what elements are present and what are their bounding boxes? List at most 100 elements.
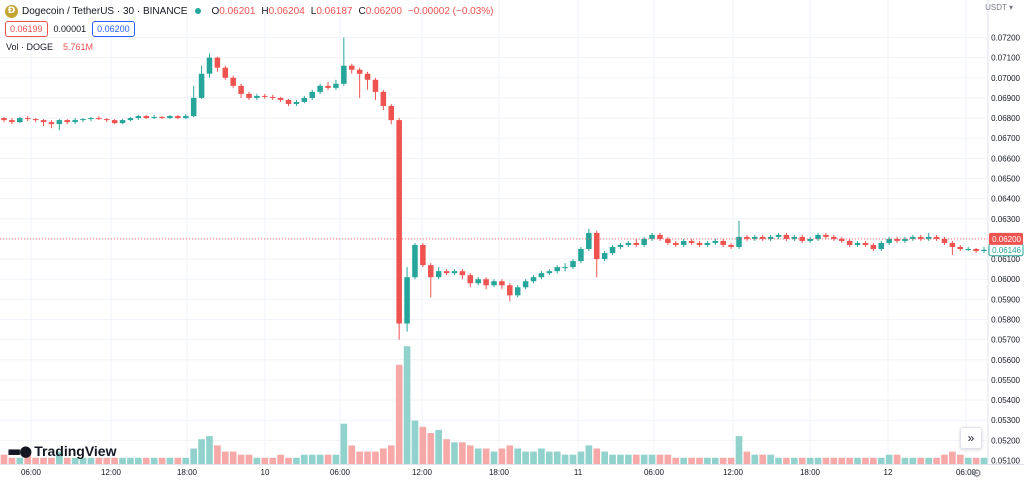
candle-body (823, 234, 829, 237)
candle (167, 115, 173, 120)
price-tick-label: 0.07200 (991, 34, 1020, 43)
volume-bar (925, 457, 932, 464)
volume-bar (672, 457, 680, 464)
candle (609, 244, 616, 256)
volume-bar (127, 457, 134, 464)
volume-bar (490, 451, 498, 464)
volume-bar (411, 420, 419, 464)
candle (791, 234, 798, 241)
volume-bar (277, 454, 284, 464)
candle (838, 236, 845, 243)
candle (649, 232, 655, 241)
candle-body (918, 236, 924, 239)
tradingview-logo[interactable]: ▬● TradingView (7, 442, 116, 460)
volume-bar (332, 454, 340, 464)
volume-bar (443, 439, 450, 464)
volume-bar (316, 454, 324, 464)
ohlc-values: O0.06201 H0.06204 L0.06187 C0.06200 −0.00002… (211, 6, 493, 17)
volume-bar (324, 454, 332, 464)
volume-bar (380, 448, 387, 464)
candle-body (475, 279, 481, 284)
volume-bar (435, 429, 442, 464)
candle-body (965, 249, 971, 250)
volume-bar (253, 457, 261, 464)
candle (64, 119, 70, 125)
sell-button[interactable]: 0.06199 (5, 21, 48, 37)
candle (957, 244, 964, 252)
candle-body (759, 236, 766, 239)
ohlc-item: O0.06201 (211, 6, 255, 17)
candle-body (973, 249, 979, 252)
volume-bar (364, 451, 371, 464)
candle-body (135, 116, 142, 119)
candle (767, 234, 774, 241)
candle-body (435, 271, 442, 278)
candle (878, 240, 885, 252)
candle-body (807, 238, 813, 241)
candle-body (301, 97, 308, 102)
currency-label: USDT (985, 3, 1007, 12)
candle-body (380, 91, 387, 106)
candle (333, 79, 339, 90)
candle (183, 114, 189, 120)
volume-bar (150, 457, 158, 464)
price-tick-label: 0.06000 (991, 275, 1020, 284)
candle-body (586, 232, 592, 249)
volume-bar (704, 457, 711, 464)
candle-body (514, 287, 521, 296)
candle (111, 119, 118, 125)
candle (617, 242, 624, 249)
price-tick-label: 0.05400 (991, 396, 1020, 405)
candle-body (933, 236, 940, 239)
candle (633, 238, 640, 247)
price-axis[interactable]: 0.07200 0.07100 0.07000 0.06900 0.06800 0.067… (987, 0, 1021, 466)
candle-body (254, 95, 260, 98)
buy-button[interactable]: 0.06200 (92, 21, 135, 37)
time-tick-label: 12 (884, 468, 893, 477)
price-tick-label: 0.05600 (991, 356, 1020, 365)
ohlc-item: C0.06200 (359, 6, 402, 17)
candle (317, 83, 323, 94)
candle-body (625, 242, 632, 245)
candle (625, 240, 632, 247)
candle (665, 236, 671, 245)
symbol-header[interactable]: Ð Dogecoin / TetherUS · 30 · BINANCE O0.… (5, 3, 494, 19)
candle-body (451, 271, 458, 274)
price-tick-label: 0.06400 (991, 195, 1020, 204)
candle-body (910, 236, 916, 239)
candle-body (159, 117, 165, 119)
candle (538, 271, 545, 280)
volume-bar (546, 451, 553, 464)
candle (222, 65, 229, 80)
candle (151, 115, 157, 120)
candle-body (736, 236, 742, 247)
candle (546, 269, 553, 276)
volume-legend[interactable]: Vol · DOGE 5.761M (6, 42, 93, 52)
time-axis[interactable]: 06:00 12:00 18:00 10 06:00 12:00 18:00 11 06:00 1… (0, 464, 1024, 478)
candle (451, 269, 458, 276)
candle (325, 81, 331, 90)
volume-bar (972, 457, 980, 464)
volume-bar (735, 436, 743, 464)
volume-bar (403, 346, 411, 464)
time-tick-label: 12:00 (412, 468, 433, 477)
candle-body (752, 236, 758, 239)
volume-bar (348, 445, 356, 464)
candle-body (649, 234, 655, 239)
volume-bar (933, 457, 940, 464)
candle-body (696, 242, 703, 245)
gear-icon[interactable]: ⚙ (972, 468, 982, 480)
candle-body (9, 120, 15, 123)
volume-bar (609, 454, 616, 464)
scroll-to-realtime-button[interactable]: » (960, 427, 982, 449)
volume-bar (593, 448, 601, 464)
candle (744, 234, 750, 241)
candle-body (499, 281, 505, 286)
candle (277, 96, 284, 102)
symbol-title[interactable]: Dogecoin / TetherUS · 30 · BINANCE (22, 5, 188, 17)
volume-bar (95, 457, 103, 464)
grid-lines (0, 0, 988, 464)
currency-selector[interactable]: USDT ▾ (985, 3, 1013, 12)
candle-body (443, 271, 450, 274)
